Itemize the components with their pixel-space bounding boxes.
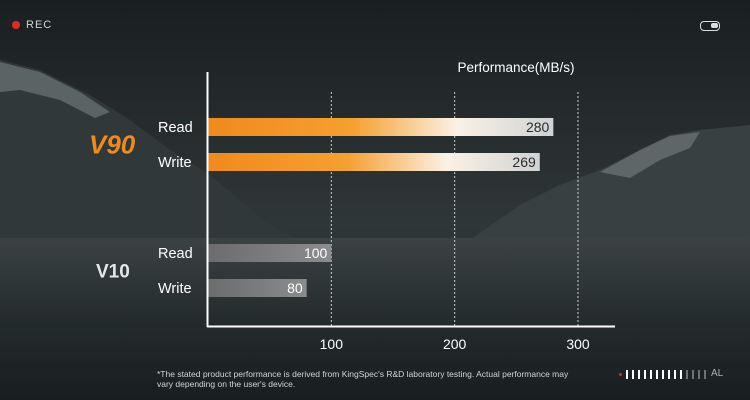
x-tick-label: 200 <box>443 336 467 352</box>
rec-label: REC <box>26 19 53 31</box>
bar-v90-write <box>208 153 540 171</box>
chart-bars <box>208 118 554 297</box>
level-meter-icon <box>619 370 706 379</box>
bar-value-label: 269 <box>512 154 536 170</box>
background-lake <box>0 238 750 400</box>
bar-value-label: 280 <box>526 119 550 135</box>
battery-icon <box>700 21 720 31</box>
bar-value-label: 100 <box>304 245 328 261</box>
bar-v10-read <box>208 244 332 262</box>
bar-category-label: Write <box>158 281 192 297</box>
record-dot-icon <box>12 21 20 29</box>
footnote: *The stated product performance is deriv… <box>157 369 569 389</box>
level-meter-dot <box>619 373 622 376</box>
bar-v10-write <box>208 279 307 297</box>
chart-labels: 100 200 300 280 Read 269 Write V90 100 Read 80 Writ… <box>89 119 590 352</box>
bar-value-label: 80 <box>287 280 303 296</box>
background-mountain-right-snow <box>600 132 700 178</box>
bar-v90-read <box>208 118 554 136</box>
rec-indicator: REC <box>12 19 52 31</box>
background-mountain-right <box>470 125 750 240</box>
chart-title: Performance(MB/s) <box>457 60 574 75</box>
x-tick-label: 300 <box>566 336 590 352</box>
group-label-v10: V10 <box>96 262 130 283</box>
bar-category-label: Read <box>158 246 193 262</box>
x-tick-label: 100 <box>320 336 344 352</box>
level-meter-label: AL <box>711 368 724 379</box>
chart-gridlines <box>330 92 579 326</box>
bar-category-label: Read <box>158 120 193 136</box>
bar-category-label: Write <box>158 155 192 171</box>
background-mountain-snow <box>0 62 110 118</box>
group-label-v90: V90 <box>89 130 136 160</box>
